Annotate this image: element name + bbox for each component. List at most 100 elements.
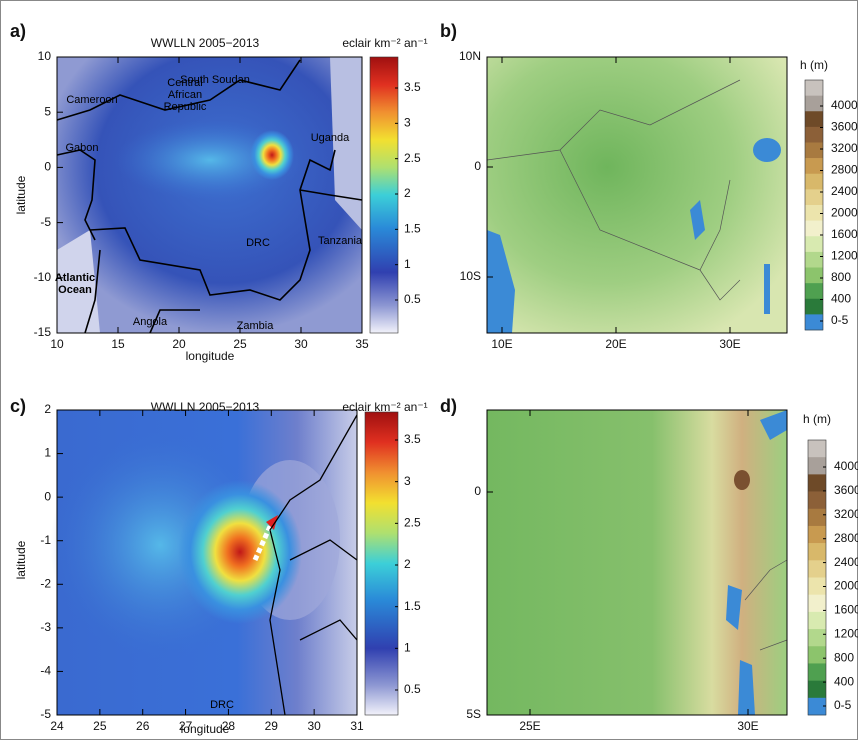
map-a [56,57,363,334]
panel-letter: a) [10,21,26,41]
x-tick-label: 24 [50,719,64,733]
place-label: DRC [246,237,270,249]
colorbar-segment [808,508,826,527]
colorbar-segment [808,629,826,647]
y-tick-label: -2 [40,576,51,590]
colorbar-segment [805,189,823,206]
x-tick-label: 30 [307,719,321,733]
panel-letter: b) [440,21,457,41]
colorbar-segment [805,95,823,112]
colorbar-tick-label: 3 [404,116,411,130]
colorbar-segment [805,298,823,315]
y-tick-label: 10S [460,269,481,283]
colorbar-tick-label: 4000 [831,98,858,112]
plot-frame [486,409,788,716]
place-label: Ocean [58,284,92,296]
panel-letter: d) [440,396,457,416]
colorbar-frame [807,439,827,716]
colorbar-tick-label: 400 [834,674,854,688]
map-title: WWLLN 2005−2013 [151,36,260,50]
x-tick-label: 30 [294,337,308,351]
colorbar-segment [805,158,823,175]
place-label: Gabon [65,142,98,154]
colorbar-segment [805,236,823,253]
map-c [50,410,358,716]
colorbar-tick-label: 2800 [834,531,858,545]
x-tick-label: 26 [136,719,150,733]
y-tick-label: 0 [44,160,51,174]
colorbar-label: eclair km⁻² an⁻¹ [342,400,427,414]
x-tick-label: 10E [491,337,512,351]
colorbar-tick-label: 1 [404,257,411,271]
colorbar [370,57,398,333]
y-tick-label: 0 [474,484,481,498]
colorbar-segment [805,314,823,331]
colorbar-frame [804,79,824,331]
y-axis-label: latitude [14,540,28,579]
plot-frame [56,409,358,716]
colorbar-segment [805,220,823,237]
y-tick-label: -3 [40,620,51,634]
colorbar-segment [805,267,823,284]
x-tick-label: 29 [265,719,279,733]
y-tick-label: 10 [38,49,52,63]
colorbar-frame [364,411,399,716]
map-d [487,410,788,715]
x-tick-label: 28 [222,719,236,733]
map-b [486,57,787,333]
place-label: Republic [164,101,207,113]
y-tick-label: 1 [44,446,51,460]
place-label: Cameroon [66,94,117,106]
y-tick-label: -5 [40,215,51,229]
colorbar-segment [805,173,823,190]
map-title: WWLLN 2005−2013 [151,400,260,414]
colorbar-tick-label: 1200 [831,249,858,263]
place-label: African [168,89,202,101]
colorbar-segment [808,457,826,475]
x-tick-label: 10 [50,337,64,351]
colorbar [365,412,398,715]
colorbar-label: h (m) [803,412,831,426]
colorbar-frame [369,56,399,334]
place-label: South Soudan [180,74,250,86]
colorbar-tick-label: 400 [831,292,851,306]
colorbar-segment [808,543,826,561]
y-tick-label: -5 [40,707,51,721]
y-tick-label: -15 [34,325,52,339]
x-tick-label: 20 [172,337,186,351]
colorbar-segment [808,594,826,613]
colorbar-label: eclair km⁻² an⁻¹ [342,36,427,50]
colorbar-label: h (m) [800,58,828,72]
colorbar-tick-label: 4000 [834,459,858,473]
colorbar-tick-label: 2800 [831,163,858,177]
colorbar-tick-label: 3 [404,474,411,488]
x-tick-label: 31 [350,719,364,733]
place-label: Zambia [237,320,275,332]
colorbar-tick-label: 3200 [831,141,858,155]
colorbar-tick-label: 1600 [834,603,858,617]
colorbar-tick-label: 2400 [834,555,858,569]
colorbar-segment [808,611,826,630]
colorbar-tick-label: 1600 [831,227,858,241]
colorbar-tick-label: 2.5 [404,516,421,530]
place-label: Central [167,77,202,89]
colorbar-segment [808,646,826,664]
colorbar-tick-label: 3600 [834,483,858,497]
x-tick-label: 25E [519,719,540,733]
colorbar-segment [805,111,823,128]
y-tick-label: -10 [34,270,52,284]
colorbar-tick-label: 0.5 [404,682,421,696]
plot-frame [56,56,363,334]
colorbar-segment [808,577,826,595]
colorbar-tick-label: 1.5 [404,599,421,613]
colorbar-tick-label: 0.5 [404,292,421,306]
x-tick-label: 20E [605,337,626,351]
x-tick-label: 30E [719,337,740,351]
x-tick-label: 25 [233,337,247,351]
colorbar-tick-label: 2 [404,557,411,571]
colorbar-segment [808,697,826,716]
x-tick-label: 30E [737,719,758,733]
y-tick-label: 10N [459,49,481,63]
colorbar-tick-label: 3200 [834,507,858,521]
colorbar-tick-label: 2000 [834,579,858,593]
